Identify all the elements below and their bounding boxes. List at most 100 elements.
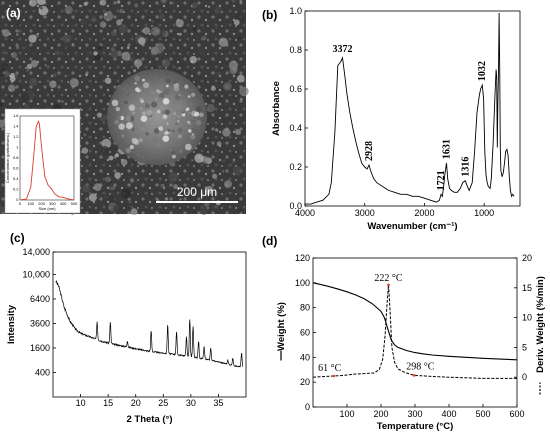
sem-speckle xyxy=(238,208,243,213)
inset-xtick: 200 xyxy=(38,201,45,206)
sem-speckle xyxy=(103,11,114,21)
particle-speckle xyxy=(134,75,141,82)
particle-speckle xyxy=(140,122,146,127)
ftir-xlabel: Wavenumber (cm⁻¹) xyxy=(367,221,457,232)
sem-speckle xyxy=(79,18,88,27)
sem-speckle xyxy=(128,200,132,204)
sem-speckle xyxy=(201,35,207,41)
sem-speckle xyxy=(150,15,157,22)
ftir-peak-label: 3372 xyxy=(333,44,353,55)
particle-speckle xyxy=(171,154,176,159)
sem-speckle xyxy=(83,133,87,137)
tga-weight-line xyxy=(312,282,518,361)
sem-speckle xyxy=(127,173,137,183)
sem-speckle xyxy=(186,153,194,162)
sem-speckle xyxy=(105,176,111,183)
particle-speckle xyxy=(191,92,196,97)
ftir-peak-label: 1316 xyxy=(460,157,471,177)
inset-xtick: 400 xyxy=(60,201,67,206)
ftir-ytick: 0.8 xyxy=(289,45,302,55)
particle-speckle xyxy=(151,101,158,108)
particle-speckle xyxy=(158,126,164,131)
sem-speckle xyxy=(85,73,88,77)
sem-speckle xyxy=(222,128,231,137)
xrd-xtick: 25 xyxy=(158,398,168,408)
tga-ytick2: 20 xyxy=(522,253,532,263)
sem-speckle xyxy=(8,84,16,92)
sem-speckle xyxy=(236,74,245,83)
sem-speckle xyxy=(134,2,139,8)
particle-speckle xyxy=(142,78,145,82)
tga-ytick: 40 xyxy=(300,352,310,362)
xrd-ytick: 3600 xyxy=(30,318,50,328)
sem-speckle xyxy=(19,41,28,50)
sem-speckle xyxy=(232,160,236,164)
sem-speckle xyxy=(236,189,241,194)
sem-speckle xyxy=(0,119,6,128)
particle-speckle xyxy=(188,111,192,115)
sem-speckle xyxy=(216,141,222,147)
tga-ytick2: 0 xyxy=(522,372,527,382)
particle-speckle xyxy=(129,130,131,133)
particle-speckle xyxy=(129,116,135,122)
scale-bar-label: 200 μm xyxy=(177,185,217,199)
sem-speckle xyxy=(221,170,225,173)
tga-annotation-dot xyxy=(332,374,336,378)
particle-speckle xyxy=(143,82,150,89)
particle-speckle xyxy=(181,112,186,117)
particle-speckle xyxy=(161,110,166,115)
particle-speckle xyxy=(163,88,170,96)
sem-speckle xyxy=(1,62,9,70)
particle-speckle xyxy=(187,95,191,98)
sem-speckle xyxy=(2,29,10,37)
sem-speckle xyxy=(206,103,215,113)
sem-speckle xyxy=(222,159,226,163)
tga-xtick: 400 xyxy=(441,409,456,419)
tga-xtick: 300 xyxy=(407,409,422,419)
sem-speckle xyxy=(215,26,219,30)
tga-chart: 100 200 300 400 500 600 0 20 40 60 80 100 120 0 5 10 15 2… xyxy=(276,253,546,432)
ftir-ytick: 0.6 xyxy=(289,84,302,94)
sem-speckle xyxy=(108,155,114,161)
particle-speckle xyxy=(164,109,170,115)
tga-xtick: 100 xyxy=(339,409,354,419)
particle-speckle xyxy=(115,106,121,112)
sem-speckle xyxy=(81,147,89,154)
xrd-xtick: 35 xyxy=(213,398,223,408)
sem-speckle xyxy=(238,36,242,40)
particle-speckle xyxy=(157,114,161,118)
particle-texture xyxy=(111,75,204,159)
sem-speckle xyxy=(194,153,204,163)
particle-speckle xyxy=(142,111,146,115)
ftir-ytick: 0.4 xyxy=(289,123,302,133)
particle-speckle xyxy=(199,112,204,118)
sem-speckle xyxy=(215,128,219,132)
particle-speckle xyxy=(178,94,181,97)
inset-ytick: 1.4 xyxy=(13,124,19,129)
sem-speckle xyxy=(61,100,64,103)
particle-speckle xyxy=(165,78,171,84)
tga-xlabel: Temperature (°C) xyxy=(377,421,453,432)
sem-speckle xyxy=(199,206,208,215)
panel-a-label: (a) xyxy=(6,6,21,20)
sem-speckle xyxy=(197,47,207,57)
sem-speckle xyxy=(121,51,131,61)
sem-speckle xyxy=(15,33,19,36)
sem-speckle xyxy=(116,19,122,26)
particle-speckle xyxy=(138,88,142,92)
inset-ytick: 1.6 xyxy=(13,113,19,118)
sem-speckle xyxy=(26,68,30,72)
sem-speckle xyxy=(118,24,128,34)
sem-speckle xyxy=(121,188,132,199)
sem-speckle xyxy=(30,60,39,68)
sem-speckle xyxy=(178,32,182,36)
tga-ytick2: 5 xyxy=(522,342,527,352)
sem-speckle xyxy=(62,34,72,43)
particle-speckle xyxy=(190,134,196,140)
ftir-xtick: 3000 xyxy=(355,208,375,218)
inset-ytick: 0.4 xyxy=(13,176,19,181)
inset-line xyxy=(19,120,75,201)
particle-speckle xyxy=(173,80,177,84)
sem-speckle xyxy=(209,119,215,125)
xrd-frame xyxy=(52,251,247,398)
